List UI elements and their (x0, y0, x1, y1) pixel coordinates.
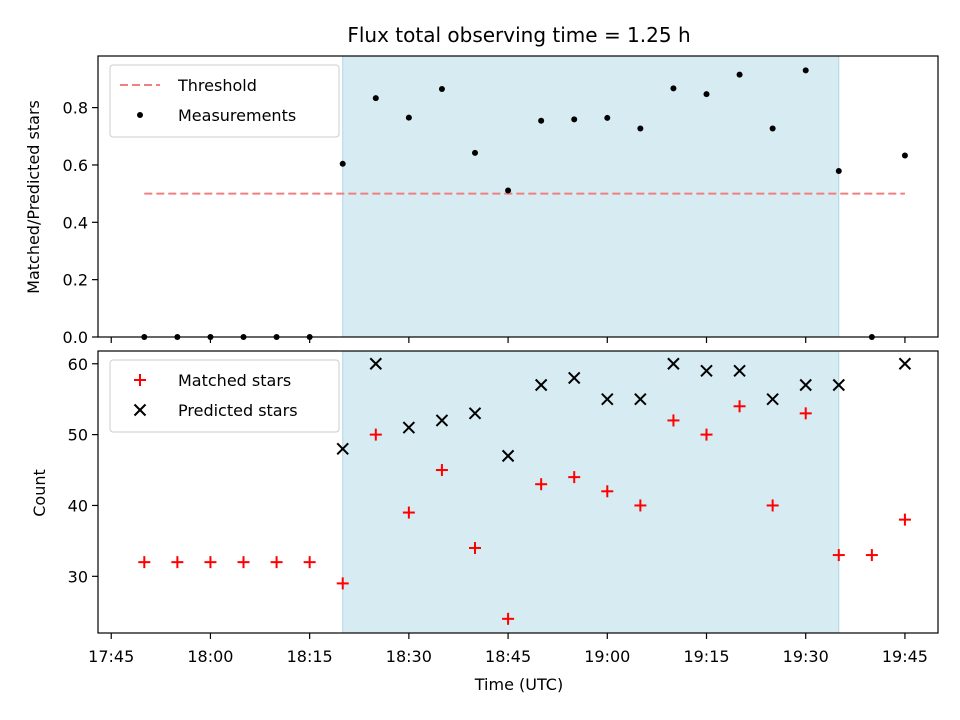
plot-frame (97, 350, 939, 634)
highlight-span (342, 351, 839, 633)
measurement-point (372, 95, 379, 102)
predicted-stars-point (832, 378, 845, 392)
chart-title: Flux total observing time = 1.25 h (347, 23, 690, 47)
xlabel: Time (UTC) (474, 675, 563, 694)
y-tick-label: 60 (68, 355, 88, 374)
x-tick-label: 19:00 (584, 647, 630, 666)
y-tick-label: 0.6 (63, 156, 88, 175)
measurement-point (835, 167, 842, 174)
y-tick-label: 0.2 (63, 271, 88, 290)
matched-stars-point (799, 407, 812, 420)
legend-label: Measurements (178, 106, 296, 125)
matched-stars-point (138, 556, 151, 569)
x-tick-label: 17:45 (88, 647, 134, 666)
legend-box (109, 359, 340, 433)
matched-stars-point (667, 414, 680, 427)
x-tick-label: 19:45 (882, 647, 928, 666)
top-panel: 0.0 0.2 0.4 0.6 0.8 Threshold Measurements (63, 55, 939, 347)
matched-stars-point (237, 556, 250, 569)
y-tick-label: 0.0 (63, 328, 88, 347)
predicted-stars-point (336, 442, 349, 455)
matched-stars-point (171, 556, 184, 569)
predicted-stars-point (634, 392, 647, 406)
x-tick-label: 18:00 (187, 647, 233, 666)
legend-measurements: Measurements (137, 106, 296, 125)
measurement-point (670, 85, 677, 92)
measurement-point (438, 85, 445, 92)
highlight-span (342, 56, 839, 337)
matched-stars-point (502, 612, 515, 625)
legend-box (109, 64, 340, 138)
matched-stars-point (700, 428, 713, 441)
measurement-point (736, 71, 743, 78)
legend-label: Matched stars (178, 371, 291, 390)
measurement-point (339, 160, 346, 167)
measurement-point (405, 114, 412, 121)
matched-stars-point (766, 499, 779, 512)
measurement-point (901, 152, 908, 159)
matched-stars-point (865, 549, 878, 562)
matched-stars-point (469, 541, 482, 554)
x-tick-label: 19:30 (783, 647, 829, 666)
legend-threshold: Threshold (120, 76, 257, 95)
predicted-stars-point (402, 421, 416, 434)
predicted-stars-point (799, 378, 812, 392)
predicted-stars-point (601, 392, 614, 406)
matched-stars-point (336, 577, 349, 590)
y-tick-label: 30 (68, 567, 88, 586)
y-tick-label: 0.8 (63, 99, 88, 118)
matched-stars-point (303, 556, 316, 569)
x-tick-label: 18:45 (485, 647, 531, 666)
matched-stars-point (435, 464, 448, 477)
predicted-stars-point (898, 357, 912, 370)
measurement-point (637, 125, 644, 132)
bottom-panel: 30 40 50 60 17:45 18:00 18:15 18:30 18:45 19:00 19… (68, 350, 939, 666)
predicted-stars-point (667, 357, 680, 370)
plot-frame (97, 55, 939, 338)
x-tick-label: 18:15 (287, 647, 333, 666)
matched-stars-point (204, 556, 217, 569)
top-ylabel: Matched/Predicted stars (24, 100, 43, 294)
matched-stars-point (634, 499, 647, 512)
matched-stars-point (568, 471, 581, 484)
legend-matched-stars: Matched stars (134, 371, 291, 390)
predicted-stars-point (568, 371, 581, 385)
predicted-stars-point (468, 407, 482, 420)
legend-label: Threshold (177, 76, 257, 95)
y-tick-label: 40 (68, 496, 88, 515)
legend-predicted-stars: Predicted stars (133, 401, 298, 420)
y-tick-label: 0.4 (63, 213, 88, 232)
x-tick-label: 19:15 (683, 647, 729, 666)
matched-stars-point (535, 478, 548, 491)
matched-stars-point (601, 485, 614, 498)
predicted-stars-point (700, 364, 713, 378)
measurement-point (472, 149, 479, 156)
predicted-stars-point (501, 449, 515, 463)
matched-stars-point (369, 428, 382, 441)
matched-stars-point (733, 400, 746, 413)
measurement-point (571, 116, 578, 123)
measurement-point (505, 187, 512, 194)
matched-stars-point (898, 513, 911, 526)
legend-label: Predicted stars (178, 401, 298, 420)
matched-stars-point (270, 556, 283, 569)
y-tick-label: 50 (68, 426, 88, 445)
predicted-stars-point (534, 378, 548, 392)
predicted-stars-point (733, 364, 746, 378)
measurement-point (769, 125, 776, 132)
matched-stars-point (402, 506, 415, 519)
predicted-stars-point (435, 414, 449, 427)
measurement-point (802, 67, 809, 74)
matched-stars-point (832, 549, 845, 562)
x-tick-label: 18:30 (386, 647, 432, 666)
measurement-point (703, 91, 710, 98)
predicted-stars-point (766, 392, 779, 406)
measurement-point (604, 114, 611, 121)
bottom-ylabel: Count (30, 469, 49, 517)
predicted-stars-point (369, 357, 383, 370)
measurement-point (538, 117, 545, 124)
